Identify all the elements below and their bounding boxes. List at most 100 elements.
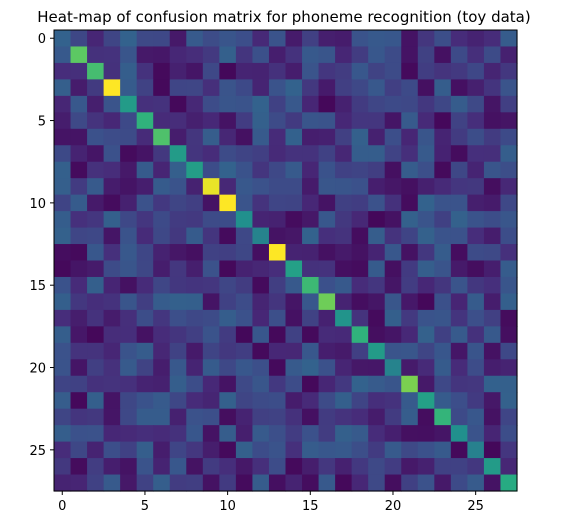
heatmap-cell (103, 145, 121, 163)
heatmap-cell (450, 474, 468, 492)
heatmap-cell (318, 342, 336, 360)
heatmap-cell (169, 244, 187, 262)
heatmap-cell (285, 260, 303, 278)
heatmap-cell (450, 211, 468, 229)
heatmap-cell (136, 211, 154, 229)
heatmap-cell (351, 145, 369, 163)
heatmap-cell (384, 260, 402, 278)
heatmap-cell (450, 375, 468, 393)
heatmap-cell (318, 128, 336, 146)
y-tick-label: 20 (29, 362, 46, 377)
heatmap-cell (103, 260, 121, 278)
heatmap-cell (153, 408, 171, 426)
y-tick-label: 5 (38, 115, 46, 130)
heatmap-cell (252, 46, 270, 64)
heatmap-cell (54, 227, 72, 245)
heatmap-cell (351, 309, 369, 327)
heatmap-cell (70, 293, 88, 311)
heatmap-cell (417, 474, 435, 492)
heatmap-cell (54, 458, 72, 476)
heatmap-cell (450, 359, 468, 377)
heatmap-cell (268, 211, 287, 229)
x-axis-ticks: 0 5 10 15 20 25 (58, 491, 484, 514)
heatmap-cell (219, 326, 237, 344)
heatmap-cell (335, 260, 353, 278)
heatmap-cell (252, 145, 270, 163)
heatmap-cell (120, 128, 138, 146)
heatmap-cell (401, 326, 419, 344)
heatmap-cell (268, 425, 287, 443)
heatmap-cell (434, 145, 452, 163)
heatmap-cell (87, 441, 105, 459)
heatmap-cell (219, 441, 237, 459)
heatmap-cell (467, 145, 485, 163)
heatmap-cell (335, 375, 353, 393)
heatmap-cell (368, 79, 386, 97)
heatmap-cell (252, 128, 270, 146)
heatmap-cell (252, 79, 270, 97)
heatmap-cell (268, 293, 287, 311)
heatmap-cell (417, 62, 435, 80)
heatmap-cell (318, 30, 336, 48)
heatmap-cell (103, 112, 121, 130)
heatmap-cell (500, 425, 518, 443)
heatmap-cell (483, 309, 502, 327)
heatmap-cell (368, 194, 386, 212)
heatmap-cell (120, 408, 138, 426)
heatmap-cell (302, 392, 320, 410)
heatmap-cell (186, 95, 204, 113)
heatmap-cell (335, 79, 353, 97)
heatmap-cell (235, 309, 254, 327)
heatmap-cell (120, 161, 138, 179)
heatmap-cell (87, 392, 105, 410)
heatmap-cell (235, 342, 254, 360)
heatmap-cell (120, 79, 138, 97)
heatmap-cell (483, 95, 502, 113)
heatmap-cell (401, 474, 419, 492)
heatmap-cell (268, 408, 287, 426)
heatmap-cell (169, 276, 187, 295)
heatmap-cell (87, 79, 105, 97)
heatmap-cell (384, 128, 402, 146)
heatmap-cell (450, 62, 468, 80)
heatmap-cell (483, 227, 502, 245)
heatmap-cell (202, 392, 220, 410)
heatmap-cell (120, 293, 138, 311)
heatmap-cell (302, 309, 320, 327)
heatmap-cell (70, 408, 88, 426)
x-tick-label: 15 (302, 499, 319, 514)
heatmap-cell (136, 178, 154, 196)
heatmap-cell (285, 293, 303, 311)
heatmap-cell (285, 425, 303, 443)
heatmap-cell (70, 46, 88, 64)
heatmap-cell (302, 293, 320, 311)
heatmap-cell (483, 359, 502, 377)
heatmap-cell (368, 293, 386, 311)
heatmap-cell (235, 293, 254, 311)
heatmap-cell (136, 260, 154, 278)
heatmap-cell (202, 211, 220, 229)
heatmap-cell (54, 359, 72, 377)
heatmap-cell (219, 425, 237, 443)
heatmap-cell (335, 194, 353, 212)
plot-frame (53, 29, 518, 492)
heatmap-cell (285, 227, 303, 245)
heatmap-cell (219, 276, 237, 295)
heatmap-cell (70, 441, 88, 459)
heatmap-cell (450, 276, 468, 295)
heatmap-cell (467, 62, 485, 80)
heatmap-cell (401, 178, 419, 196)
heatmap-cell (169, 392, 187, 410)
heatmap-cell (136, 128, 154, 146)
heatmap-cell (335, 474, 353, 492)
heatmap-cell (87, 425, 105, 443)
heatmap-cell (252, 194, 270, 212)
heatmap-cell (202, 375, 220, 393)
heatmap-cell (136, 30, 154, 48)
heatmap-cell (153, 145, 171, 163)
heatmap-cell (153, 46, 171, 64)
heatmap-cell (186, 244, 204, 262)
heatmap-cell (136, 375, 154, 393)
heatmap-cell (434, 375, 452, 393)
heatmap-cell (467, 375, 485, 393)
